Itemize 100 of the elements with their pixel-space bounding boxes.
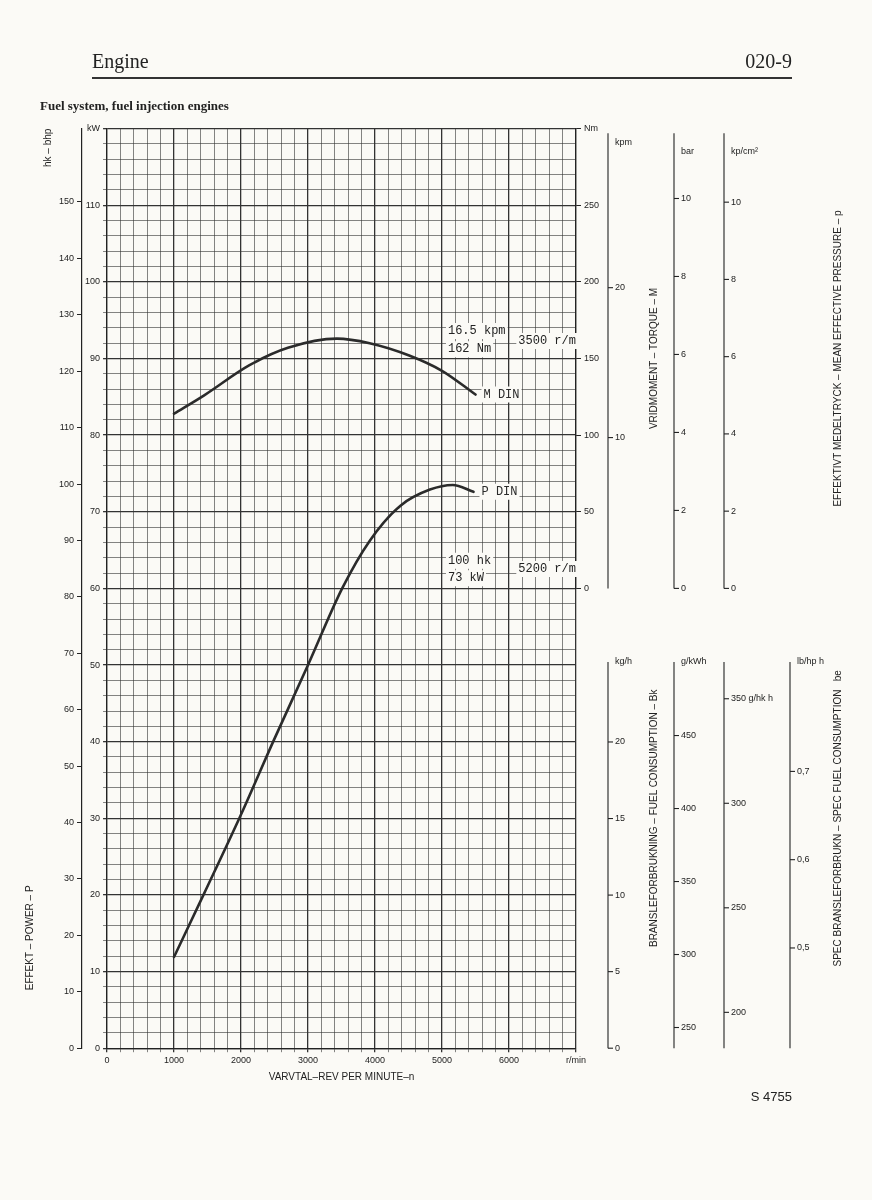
text: g/kWh: [681, 656, 707, 667]
y-tick-label: 50: [90, 659, 101, 670]
y2-tick-label: Nm: [583, 123, 598, 134]
y2-tick-label: 150: [583, 352, 600, 363]
text: 250: [681, 1021, 697, 1032]
text: 2: [731, 505, 737, 516]
x-tick-label: 2000: [231, 1055, 252, 1066]
text: 200: [731, 1006, 747, 1017]
y3-tick-label: 50: [64, 760, 75, 771]
x-tick-label: 4000: [364, 1055, 386, 1066]
text: 10: [615, 432, 626, 443]
y2-tick-label: 50: [583, 506, 594, 517]
text: kg/h: [615, 656, 633, 667]
text: 2: [681, 504, 687, 515]
annotation: 3500 r/m: [518, 334, 576, 349]
y3-tick-label: 100: [58, 478, 75, 489]
text: 20: [615, 736, 626, 747]
y2-tick-label: 250: [583, 199, 600, 210]
text: 5: [615, 966, 621, 977]
y3-tick-label: 0: [69, 1042, 75, 1053]
text: 250: [731, 902, 747, 913]
y-tick-label: 20: [90, 889, 101, 900]
text: 10: [615, 889, 626, 900]
text: EFFEKTIVT MEDELTRYCK – MEAN EFFECTIVE PRESSURE – p: [831, 209, 843, 507]
y-tick-label: 10: [90, 966, 101, 977]
y3-tick-label: 40: [64, 817, 75, 828]
y3-tick-label: 20: [64, 929, 75, 940]
y-axis-title: EFFEKT – POWER – P: [23, 885, 35, 991]
y2-tick-label: 200: [583, 276, 600, 287]
text: 4: [681, 426, 687, 437]
y2-axis-title: VRIDMOMENT – TORQUE – M: [647, 287, 659, 430]
y3-tick-label: 70: [64, 647, 75, 658]
text: 020-9: [745, 50, 792, 73]
y-tick-label: 30: [90, 812, 101, 823]
text: 15: [615, 813, 626, 824]
x-tick-label: 3000: [298, 1055, 319, 1066]
text: 20: [615, 282, 626, 293]
y-tick-label: 60: [90, 582, 101, 593]
text: 350: [681, 876, 697, 887]
text: Engine: [92, 50, 149, 73]
annotation: 100 hk: [447, 553, 492, 568]
y2-tick-label: 0: [583, 582, 589, 593]
y-tick-label: 90: [90, 352, 101, 363]
text: 400: [681, 803, 697, 814]
x-tick-label: r/min: [565, 1055, 586, 1066]
y-tick-label: 100: [85, 276, 101, 287]
text: 350 g/hk h: [731, 693, 774, 704]
y-tick-label: 110: [85, 199, 101, 210]
text: 6: [681, 348, 687, 359]
text: 0: [731, 582, 737, 593]
y-tick-label: 0: [95, 1042, 101, 1053]
y3-tick-label: 30: [64, 873, 75, 884]
text: 0,6: [797, 854, 810, 865]
x-axis-title: VARVTAL–REV PER MINUTE–n: [268, 1070, 415, 1082]
text: 0,7: [797, 765, 810, 776]
text: 450: [681, 730, 697, 741]
chart-title: Fuel system, fuel injection engines: [40, 98, 229, 114]
text: lb/hp h: [797, 656, 825, 667]
text: 0: [615, 1042, 621, 1053]
y-tick-label: 80: [90, 429, 101, 440]
text: 8: [731, 273, 737, 284]
text: 0,5: [797, 942, 810, 953]
text: bar: [681, 146, 695, 157]
y3-tick-label: 140: [58, 252, 75, 263]
text: 10: [681, 192, 692, 203]
annotation: 16.5 kpm: [447, 324, 506, 339]
annotation: 73 kW: [447, 571, 485, 586]
text: 6: [731, 351, 737, 362]
y2-tick-label: 100: [583, 429, 600, 440]
annotation: 162 Nm: [447, 342, 492, 357]
text: S 4755: [749, 1089, 792, 1104]
x-tick-label: 5000: [431, 1055, 453, 1066]
y3-tick-label: 120: [58, 365, 75, 376]
y-tick-label: kW: [87, 123, 101, 134]
y3-axis-title: hk – bhp: [41, 128, 53, 167]
y-tick-label: 40: [90, 736, 101, 747]
y3-tick-label: 150: [58, 196, 75, 207]
x-tick-label: 0: [104, 1055, 110, 1066]
y3-tick-label: 90: [64, 534, 75, 545]
text: 4: [731, 428, 737, 439]
text: 300: [731, 797, 747, 808]
text: 8: [681, 270, 687, 281]
y3-tick-label: 130: [58, 309, 75, 320]
y3-tick-label: 110: [59, 422, 75, 433]
annotation: 5200 r/m: [518, 562, 576, 577]
text: 0: [681, 582, 687, 593]
text: 300: [681, 949, 697, 959]
text: SPEC BRANSLEFORBRUKN – SPEC FUEL CONSUMPTION be: [831, 669, 843, 967]
series-label: P DIN: [481, 485, 518, 500]
text: kp/cm²: [731, 146, 758, 157]
text: kpm: [615, 136, 633, 147]
x-tick-label: 6000: [498, 1055, 520, 1066]
text: 10: [731, 196, 742, 207]
text: BRANSLEFORBRUKNING – FUEL CONSUMPTION – Bk: [647, 688, 659, 948]
y3-tick-label: 10: [64, 986, 75, 997]
x-tick-label: 1000: [164, 1055, 185, 1066]
y3-tick-label: 60: [64, 704, 75, 715]
series-label: M DIN: [483, 387, 520, 402]
y3-tick-label: 80: [64, 591, 75, 602]
y-tick-label: 70: [90, 506, 101, 517]
